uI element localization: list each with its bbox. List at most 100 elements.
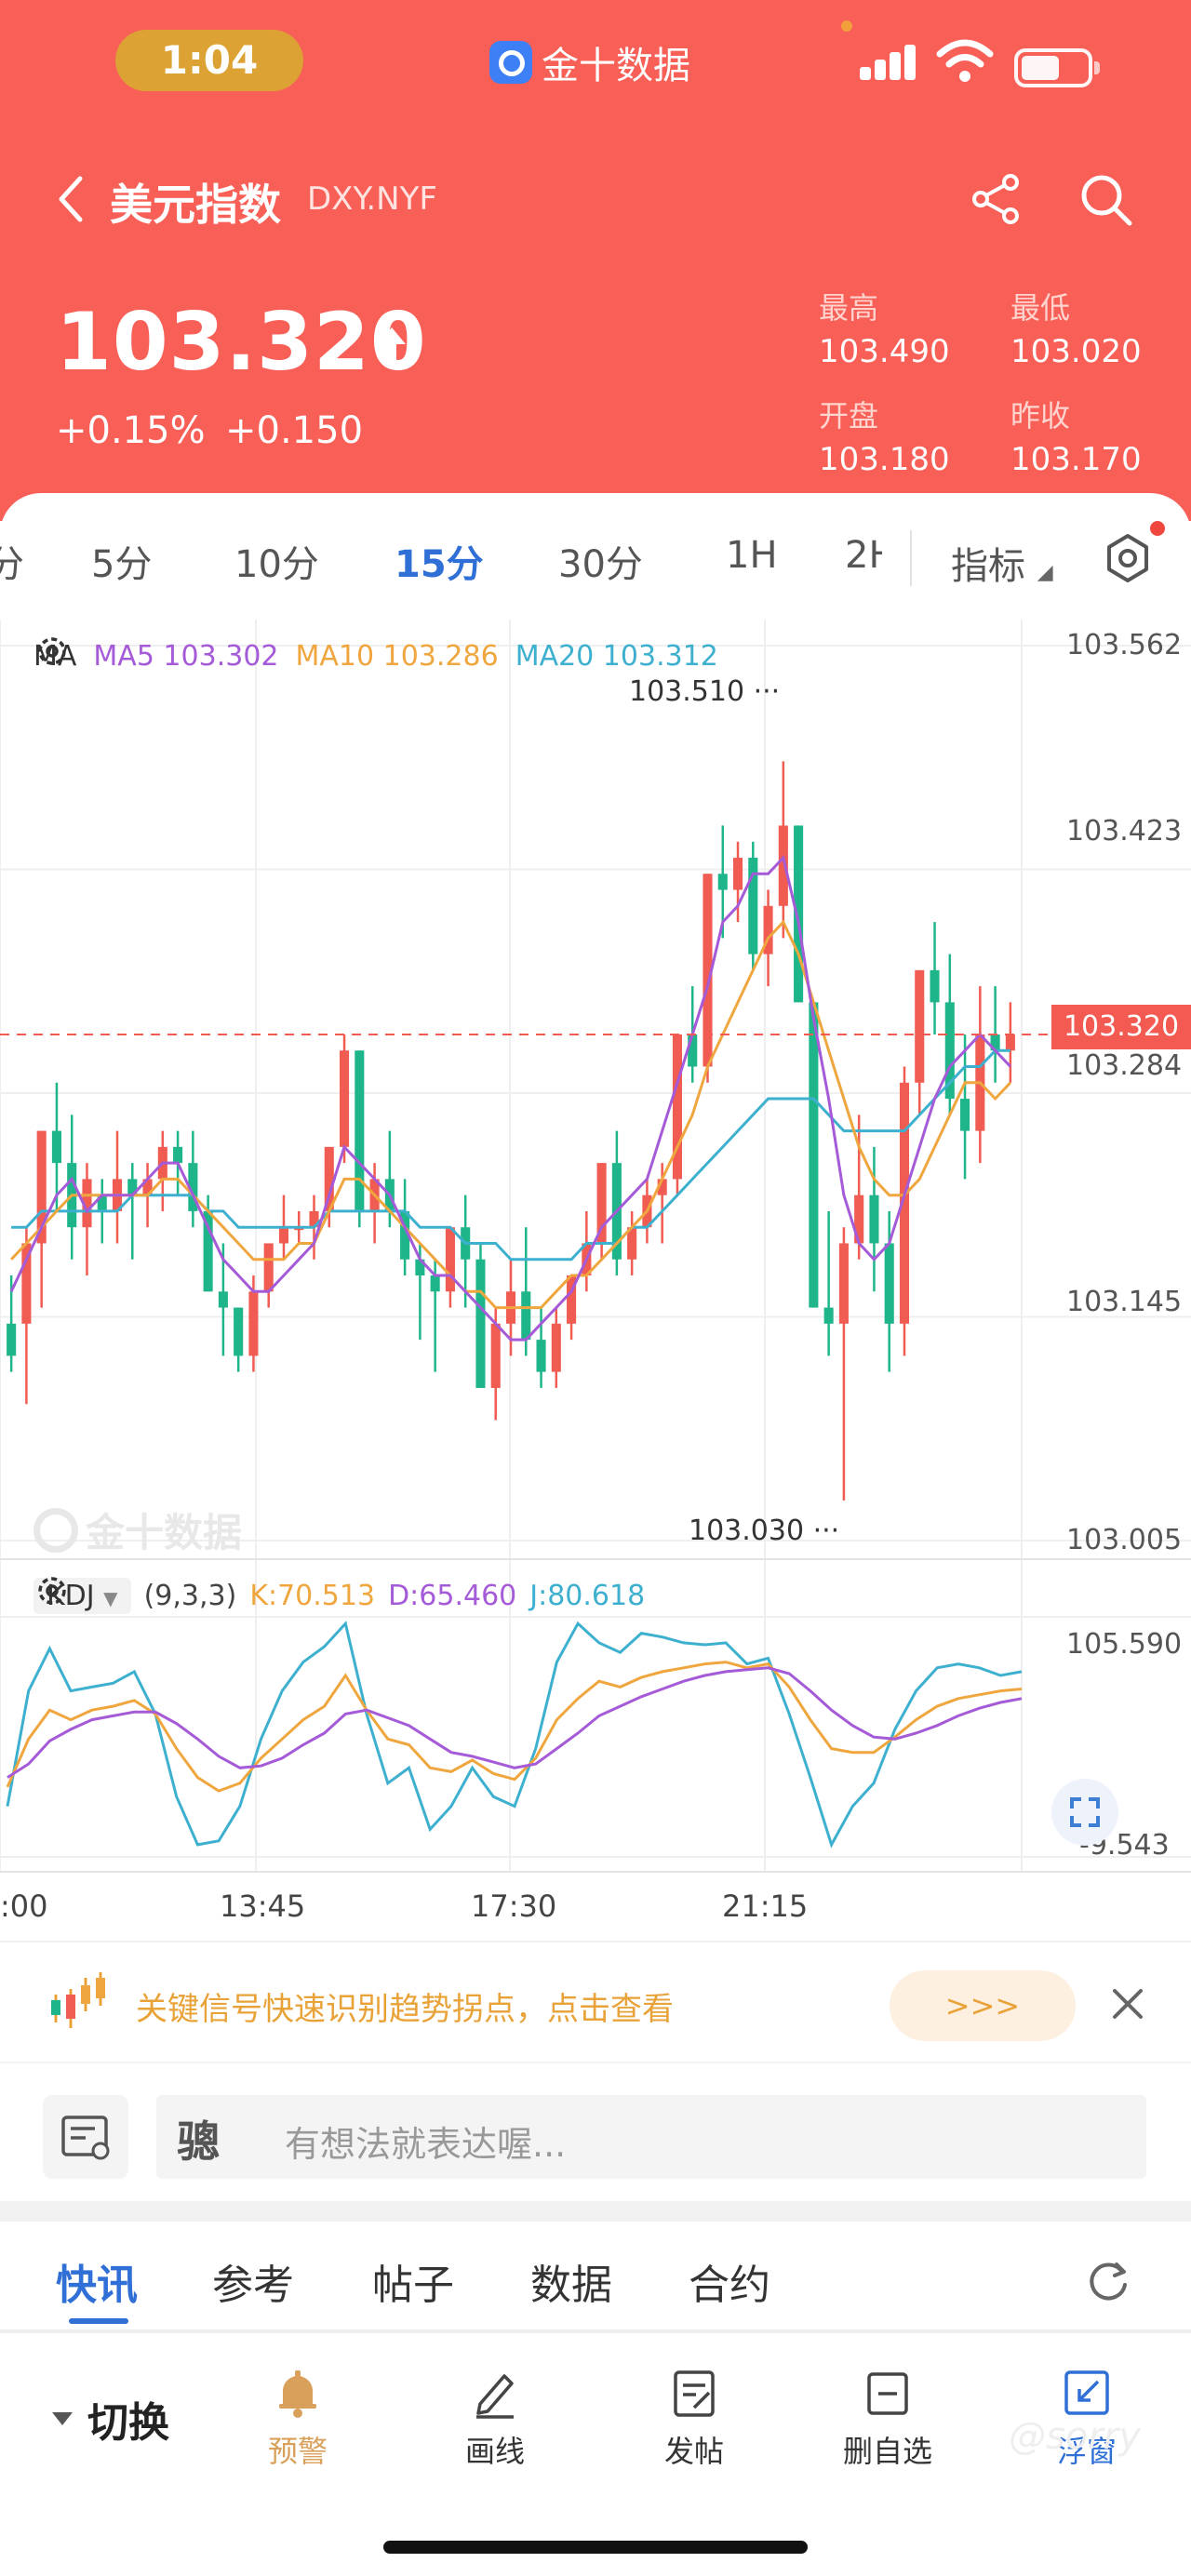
candle-body	[672, 1034, 682, 1180]
tab-30min[interactable]: 30分	[558, 543, 643, 586]
kdj-y-tick: 105.590	[1066, 1628, 1183, 1661]
signal-icon	[860, 43, 917, 80]
privacy-dot	[841, 20, 852, 32]
ma5-line	[9, 854, 1011, 1341]
candle-body	[763, 905, 773, 954]
gear-icon[interactable]	[33, 1572, 71, 1609]
app-badge: 金十数据	[489, 39, 690, 87]
candle-body	[732, 857, 743, 890]
candle-body	[218, 1291, 228, 1308]
candle-body	[430, 1275, 440, 1292]
watermark: 金十数据	[33, 1502, 242, 1558]
news-feed-icon	[61, 2116, 110, 2160]
refresh-icon[interactable]	[1085, 2259, 1131, 2305]
back-icon[interactable]	[52, 173, 93, 225]
candle-body	[355, 1050, 365, 1211]
chevron-down-icon: ▼	[103, 1586, 118, 1609]
watermark-logo-icon	[33, 1507, 78, 1553]
max-price-value: 103.510	[629, 675, 745, 708]
kline-chart[interactable]: MA MA5 103.302 MA10 103.286 MA20 103.312…	[0, 620, 1191, 1941]
candle-body	[309, 1210, 319, 1228]
candle-body	[294, 1227, 304, 1231]
toolbar-remove-favorite-label: 删自选	[842, 2434, 932, 2469]
tab-timeline[interactable]: 分	[0, 543, 24, 586]
comment-placeholder: 有想法就表达喔...	[285, 2124, 567, 2165]
toolbar-remove-favorite[interactable]: 删自选	[823, 2365, 953, 2471]
tab-10min[interactable]: 10分	[234, 543, 319, 586]
candle-body	[778, 825, 788, 906]
candle-body	[278, 1227, 289, 1244]
stat-prev-close: 昨收 103.170	[1010, 393, 1142, 478]
candle-body	[475, 1259, 486, 1388]
tab-reference[interactable]: 参考	[212, 2262, 294, 2309]
post-icon	[674, 2370, 715, 2417]
candle-body	[944, 1002, 955, 1100]
candle-body	[415, 1259, 425, 1276]
candle-body	[173, 1146, 183, 1164]
chart-settings-icon[interactable]	[1102, 532, 1154, 584]
signal-banner[interactable]: 关键信号快速识别趋势拐点，点击查看 >>>	[0, 1941, 1191, 2062]
kdj-j-line	[6, 1621, 1023, 1849]
nav-bar: 美元指数 DXY.NYF	[0, 158, 1191, 233]
banner-text[interactable]: 关键信号快速识别趋势拐点，点击查看	[136, 1991, 674, 2028]
tab-flash-news[interactable]: 快讯	[56, 2262, 138, 2309]
banner-view-button[interactable]: >>>	[890, 1970, 1076, 2041]
candle-body	[627, 1227, 637, 1260]
indicator-select[interactable]: KDJ ▼	[33, 1577, 131, 1614]
indicator-button[interactable]: 指标 ◢	[951, 536, 1053, 590]
tab-2h[interactable]: 2H	[845, 534, 882, 577]
ma10-line	[10, 919, 1011, 1310]
toolbar-post[interactable]: 发帖	[629, 2365, 759, 2471]
stat-low: 最低 103.020	[1010, 285, 1142, 370]
feed-button[interactable]	[43, 2095, 128, 2179]
candle-body	[324, 1146, 334, 1211]
tab-data[interactable]: 数据	[530, 2262, 612, 2309]
tab-1h[interactable]: 1H	[726, 534, 778, 577]
candle-body	[567, 1275, 577, 1324]
comment-bar: 骢 有想法就表达喔...	[0, 2062, 1191, 2201]
stat-low-value: 103.020	[1010, 333, 1142, 370]
gear-icon[interactable]	[33, 633, 71, 670]
ma5-value: MA5 103.302	[93, 639, 279, 673]
switch-button[interactable]: 切换	[52, 2389, 169, 2449]
emoji-icon[interactable]: 骢	[177, 2116, 220, 2167]
float-window-icon	[1064, 2370, 1109, 2415]
indicator-label: 指标	[951, 545, 1025, 588]
candle-body	[127, 1179, 138, 1195]
toolbar-float-window[interactable]: 浮窗	[1022, 2365, 1152, 2471]
kdj-k-value: K:70.513	[249, 1579, 376, 1612]
tab-contract[interactable]: 合约	[689, 2262, 770, 2309]
candle-body	[21, 1243, 32, 1324]
toolbar-draw[interactable]: 画线	[430, 2365, 560, 2471]
toolbar-draw-label: 画线	[464, 2434, 525, 2469]
share-icon[interactable]	[966, 169, 1025, 229]
candle-body	[823, 1307, 834, 1324]
search-icon[interactable]	[1076, 169, 1135, 229]
candle-body	[234, 1307, 244, 1356]
stat-open-value: 103.180	[819, 441, 950, 478]
stat-prev-label: 昨收	[1010, 398, 1071, 434]
chart-canvas[interactable]	[0, 620, 1191, 1941]
x-tick: 21:15	[722, 1889, 809, 1924]
tab-5min[interactable]: 5分	[91, 543, 153, 586]
candlestick-icon	[51, 1972, 105, 2028]
indicator-caret-icon: ◢	[1037, 561, 1053, 584]
switch-label: 切换	[87, 2399, 169, 2447]
comment-input[interactable]: 骢 有想法就表达喔...	[156, 2095, 1146, 2179]
toolbar-alert[interactable]: 预警	[233, 2365, 363, 2471]
close-icon[interactable]	[1107, 1983, 1148, 2024]
tab-posts[interactable]: 帖子	[372, 2262, 454, 2309]
stat-open-label: 开盘	[819, 398, 879, 434]
y-tick: 103.562	[1066, 629, 1183, 661]
toolbar-float-label: 浮窗	[1056, 2434, 1117, 2469]
toolbar-alert-label: 预警	[267, 2434, 328, 2469]
fullscreen-button[interactable]	[1051, 1779, 1118, 1846]
pen-icon	[476, 2374, 514, 2419]
candle-body	[915, 969, 925, 1083]
candle-body	[188, 1163, 198, 1211]
y-tick: 103.005	[1066, 1524, 1183, 1556]
candle-body	[82, 1179, 92, 1228]
tab-15min[interactable]: 15分	[395, 543, 484, 586]
candle-body	[142, 1179, 153, 1195]
home-indicator[interactable]	[383, 2541, 808, 2554]
